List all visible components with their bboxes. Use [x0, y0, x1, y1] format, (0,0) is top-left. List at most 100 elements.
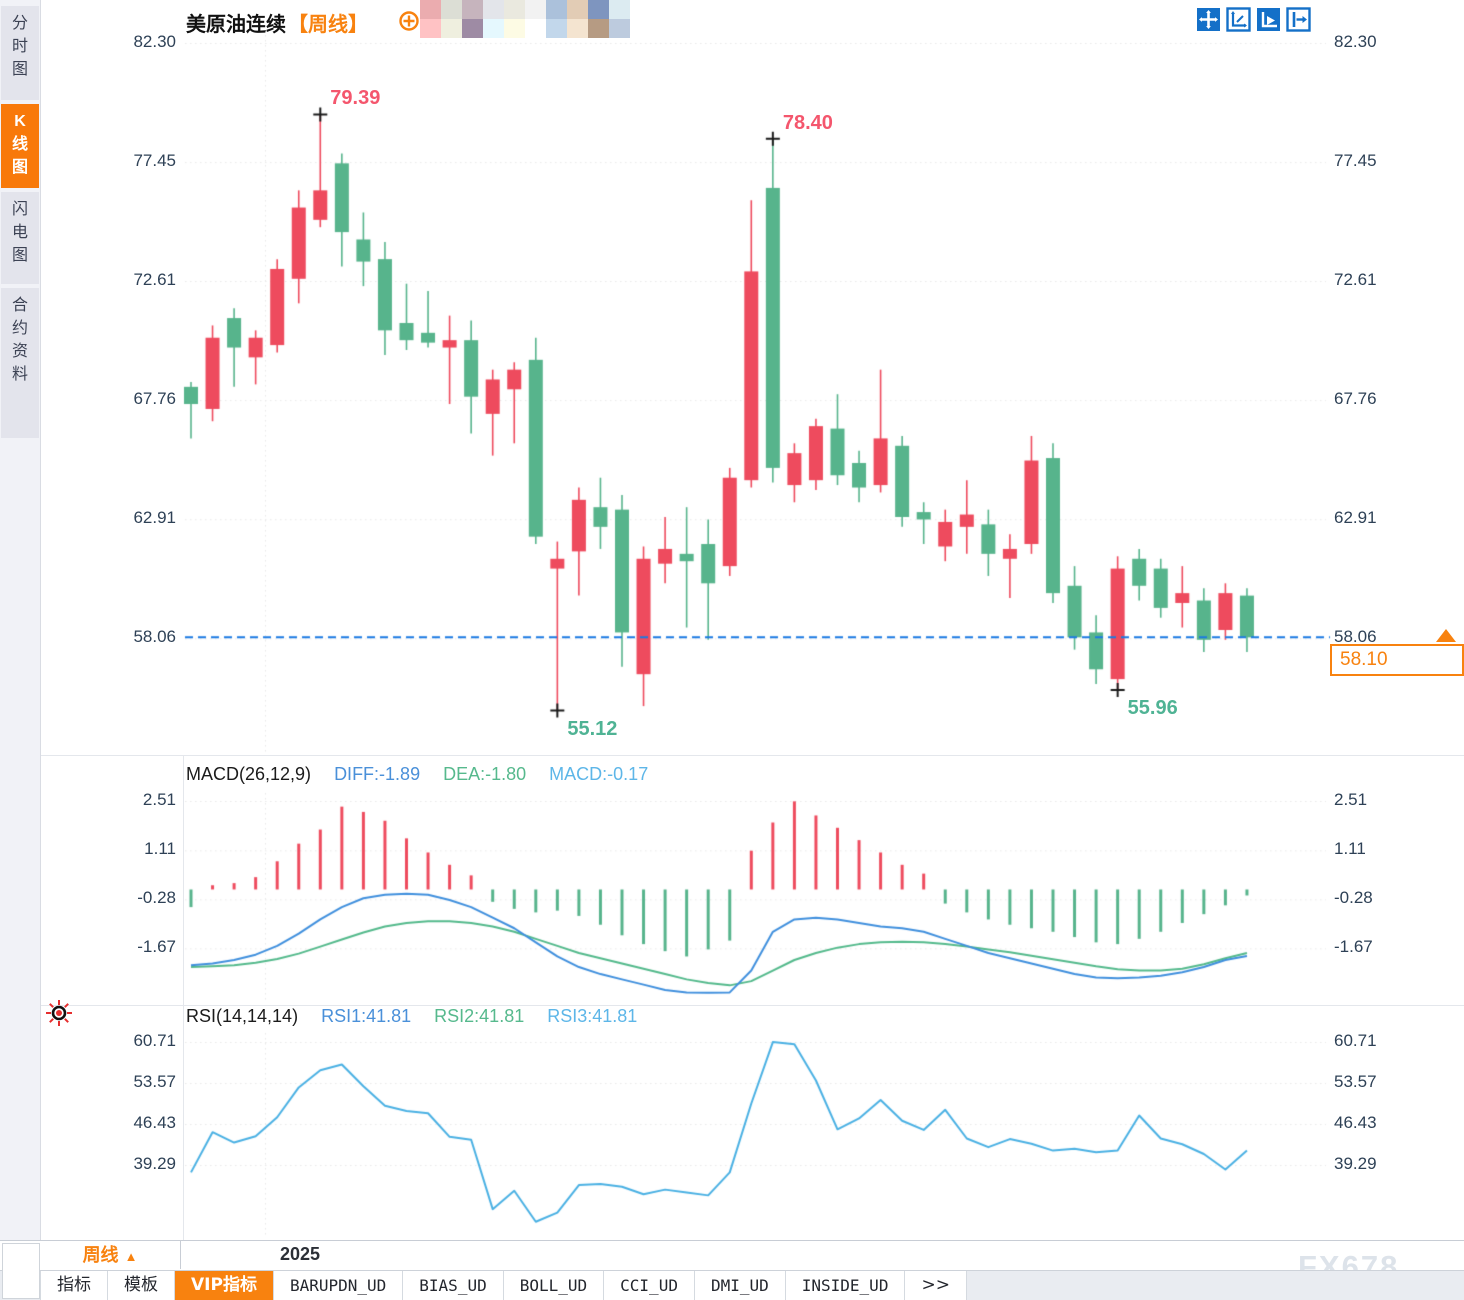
redacted-mosaic: [420, 0, 630, 38]
price-axis-label: 82.30: [133, 32, 176, 51]
extreme-price-annotation: 55.96: [1127, 696, 1178, 719]
panel-separator: [40, 1005, 1464, 1006]
current-price-tag: 58.10: [1330, 644, 1464, 676]
mosaic-cell: [567, 0, 588, 19]
rsi-params: RSI(14,14,14): [186, 1006, 299, 1026]
mosaic-cell: [609, 19, 630, 38]
x-axis-year-label: 2025: [280, 1244, 321, 1264]
panel-separator: [40, 755, 1464, 756]
mosaic-cell: [504, 0, 525, 19]
chevron-up-icon: ▲: [124, 1249, 138, 1264]
indicator-tab-2[interactable]: 模板: [108, 1271, 175, 1300]
mosaic-cell: [588, 0, 609, 19]
rsi-axis-label: 60.71: [133, 1031, 176, 1050]
mosaic-cell: [420, 0, 441, 19]
mosaic-cell: [525, 19, 546, 38]
indicator-tab-7[interactable]: CCI_UD: [604, 1271, 695, 1300]
macd-axis-label: -0.28: [137, 888, 176, 908]
extreme-price-annotation: 79.39: [330, 87, 381, 110]
more-indicators-tab[interactable]: >>: [905, 1271, 967, 1300]
indicator-tab-5[interactable]: BIAS_UD: [403, 1271, 504, 1300]
macd-axis-label: -0.28: [1334, 888, 1373, 908]
rsi-axis-label: 46.43: [1334, 1112, 1377, 1132]
macd-axis-label: 1.11: [1334, 839, 1366, 859]
pan-move-icon[interactable]: [1196, 7, 1221, 32]
mosaic-cell: [483, 19, 504, 38]
rsi-axis-label: 60.71: [1334, 1031, 1377, 1050]
mosaic-cell: [546, 19, 567, 38]
rsi-axis-label: 53.57: [133, 1071, 176, 1091]
price-axis-label: 82.30: [1334, 32, 1377, 51]
macd-axis-label: 2.51: [1334, 790, 1368, 809]
sidebar-tab-2[interactable]: K 线 图: [1, 104, 39, 188]
mosaic-cell: [441, 0, 462, 19]
indicator-tab-1[interactable]: 指标: [40, 1271, 108, 1300]
macd-diff-value: DIFF:-1.89: [334, 764, 421, 784]
price-axis-label: 67.76: [1334, 389, 1377, 409]
price-axis-label: 77.45: [1334, 151, 1377, 171]
instrument-name: 美原油连续: [186, 14, 286, 36]
auto-scale-icon[interactable]: [1256, 7, 1281, 32]
price-axis-label: 62.91: [133, 508, 176, 528]
indicator-tab-8[interactable]: DMI_UD: [694, 1271, 786, 1300]
rsi1-value: RSI1:41.81: [321, 1006, 412, 1026]
axis-separator: [183, 756, 184, 1240]
macd-header: MACD(26,12,9) DIFF:-1.89 DEA:-1.80 MACD:…: [186, 764, 666, 785]
mosaic-cell: [504, 19, 525, 38]
price-axis-label: 62.91: [1334, 508, 1377, 528]
collapse-panel-icon[interactable]: [1286, 7, 1311, 32]
indicator-tab-9[interactable]: INSIDE_UD: [785, 1271, 906, 1300]
rsi2-value: RSI2:41.81: [434, 1006, 525, 1026]
time-axis-strip: [0, 1240, 1464, 1270]
period-selector-label: 周线: [82, 1245, 119, 1265]
price-axis-label: 72.61: [1334, 269, 1377, 289]
plus-circle-icon[interactable]: [398, 10, 420, 37]
zoom-axis-icon[interactable]: [1226, 7, 1251, 32]
mosaic-cell: [462, 19, 483, 38]
corner-box: [2, 1243, 40, 1299]
mosaic-cell: [588, 19, 609, 38]
sidebar-tab-1[interactable]: 分 时 图: [1, 6, 39, 100]
extreme-price-annotation: 78.40: [782, 111, 833, 134]
rsi-axis-label: 46.43: [133, 1112, 176, 1132]
mosaic-cell: [567, 19, 588, 38]
mosaic-cell: [462, 0, 483, 19]
mosaic-cell: [441, 19, 462, 38]
price-axis-label: 58.06: [1334, 627, 1377, 647]
rsi-axis-label: 39.29: [1334, 1153, 1377, 1173]
indicator-tab-3[interactable]: VIP指标: [175, 1271, 274, 1300]
rsi3-value: RSI3:41.81: [547, 1006, 638, 1026]
sidebar-tab-4[interactable]: 合 约 资 料: [1, 288, 39, 438]
mosaic-cell: [609, 0, 630, 19]
macd-axis-label: 1.11: [144, 839, 176, 859]
rsi-axis-label: 53.57: [1334, 1071, 1377, 1091]
price-axis-label: 77.45: [133, 151, 176, 171]
macd-axis-label: -1.67: [137, 937, 176, 957]
mosaic-cell: [420, 19, 441, 38]
macd-params: MACD(26,12,9): [186, 764, 312, 784]
mosaic-cell: [546, 0, 567, 19]
period-tag: 【周线】: [288, 14, 368, 36]
mosaic-cell: [483, 0, 504, 19]
rsi-header: RSI(14,14,14) RSI1:41.81 RSI2:41.81 RSI3…: [186, 1006, 655, 1027]
chart-toolbar: [1196, 7, 1311, 32]
price-up-arrow-icon: [1436, 629, 1456, 642]
indicator-settings-sun-icon[interactable]: [44, 998, 74, 1033]
indicator-tab-4[interactable]: BARUPDN_UD: [273, 1271, 404, 1300]
chart-title: 美原油连续 【周线】: [186, 8, 368, 37]
price-axis-label: 58.06: [133, 627, 176, 647]
price-axis-label: 72.61: [133, 269, 176, 289]
left-sidebar: 分 时 图 K 线 图闪 电 图合 约 资 料: [0, 0, 41, 1240]
macd-macd-value: MACD:-0.17: [549, 764, 649, 784]
bottom-tabbar: 指标 模板 VIP指标 BARUPDN_UD BIAS_UD BOLL_UD CCI_UD D…: [0, 1270, 1464, 1300]
price-axis-label: 67.76: [133, 389, 176, 409]
indicator-tab-6[interactable]: BOLL_UD: [503, 1271, 605, 1300]
rsi-axis-label: 39.29: [133, 1153, 176, 1173]
extreme-price-annotation: 55.12: [567, 717, 618, 740]
macd-axis-label: 2.51: [142, 790, 176, 809]
sidebar-tab-3[interactable]: 闪 电 图: [1, 192, 39, 284]
macd-axis-label: -1.67: [1334, 937, 1373, 957]
period-selector-button[interactable]: 周线 ▲: [40, 1241, 181, 1269]
